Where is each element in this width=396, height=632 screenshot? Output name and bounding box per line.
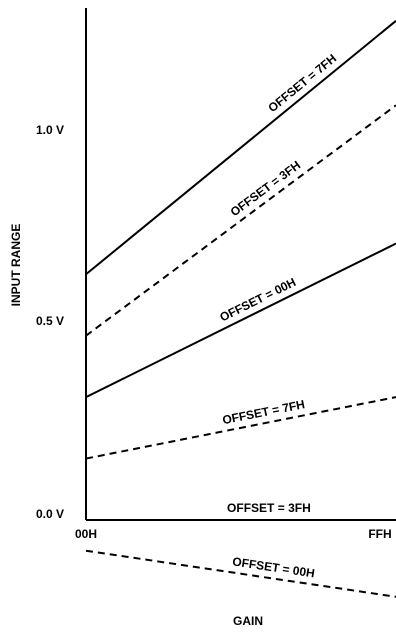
- x-tick-label: 00H: [75, 527, 97, 541]
- x-tick-label: FFH: [368, 527, 391, 541]
- series-label-5: OFFSET = 3FH: [227, 501, 311, 515]
- y-tick-label: 0.5 V: [36, 314, 64, 328]
- x-axis-label: GAIN: [233, 614, 263, 628]
- series-label-layer: OFFSET = 7FH OFFSET = 3FH OFFSET = 00H OFFS…: [218, 51, 340, 580]
- series-layer: [85, 20, 396, 598]
- series-line-1: [85, 20, 396, 276]
- series-line-3: [85, 242, 396, 399]
- series-label-6: OFFSET = 00H: [231, 554, 315, 580]
- series-line-6: [85, 549, 396, 598]
- y-tick-label: 0.0 V: [36, 507, 64, 521]
- y-axis-label: INPUT RANGE: [9, 224, 23, 307]
- series-label-3: OFFSET = 00H: [218, 275, 299, 324]
- y-tick-label: 1.0 V: [36, 123, 64, 137]
- series-line-2: [85, 104, 396, 337]
- series-line-4: [85, 396, 396, 460]
- series-label-1: OFFSET = 7FH: [265, 51, 339, 115]
- series-label-2: OFFSET = 3FH: [228, 158, 304, 219]
